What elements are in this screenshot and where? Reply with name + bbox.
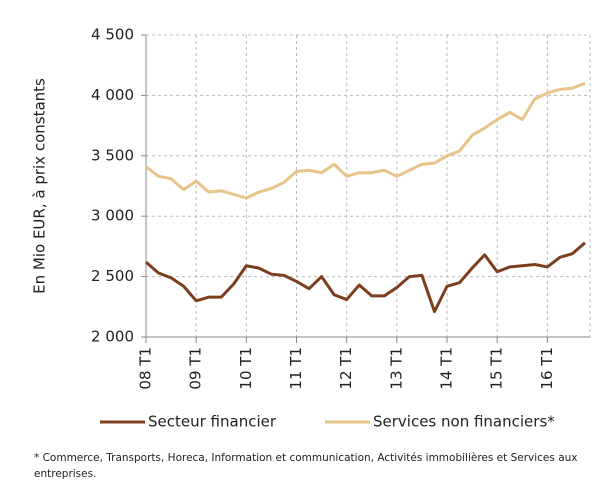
x-tick-label: 11 T1 bbox=[287, 347, 305, 390]
line-series bbox=[145, 81, 586, 200]
x-tick-label: 12 T1 bbox=[337, 347, 355, 390]
chart: En Mio EUR, à prix constants 2 000 2 500 3… bbox=[31, 26, 591, 431]
y-tick-label: 3 000 bbox=[91, 207, 134, 225]
x-tick-label: 08 T1 bbox=[137, 347, 155, 390]
x-tick-label: 16 T1 bbox=[538, 347, 556, 390]
y-tick-label: 4 500 bbox=[91, 26, 134, 44]
footnote: * Commerce, Transports, Horeca, Informat… bbox=[34, 452, 578, 480]
y-tick-label: 3 500 bbox=[91, 146, 134, 164]
legend-label: Services non financiers* bbox=[373, 413, 555, 431]
y-tick-label: 2 000 bbox=[91, 328, 134, 346]
y-axis-label: En Mio EUR, à prix constants bbox=[31, 78, 49, 294]
x-tick-label: 13 T1 bbox=[387, 347, 405, 390]
line-series bbox=[145, 241, 586, 314]
y-tick-label: 2 500 bbox=[91, 267, 134, 285]
x-tick-label: 09 T1 bbox=[187, 347, 205, 390]
y-tick-label: 4 000 bbox=[91, 86, 134, 104]
x-tick-label: 10 T1 bbox=[237, 347, 255, 390]
legend-label: Secteur financier bbox=[148, 413, 277, 431]
x-tick-label: 15 T1 bbox=[488, 347, 506, 390]
x-tick-label: 14 T1 bbox=[438, 347, 456, 390]
